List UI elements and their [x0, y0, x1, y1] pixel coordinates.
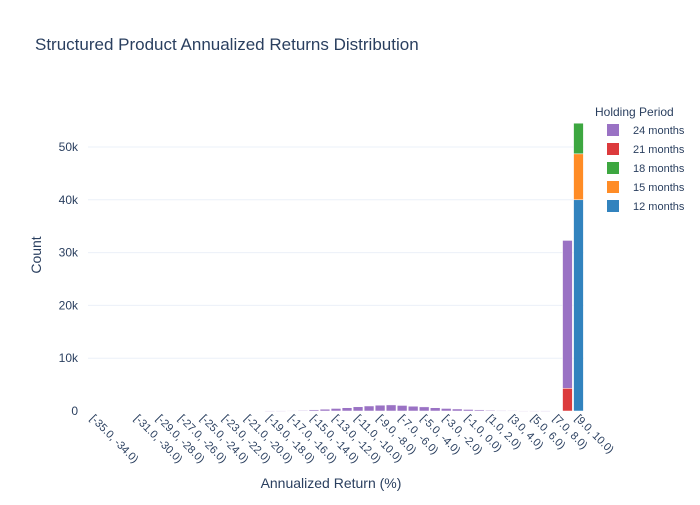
y-axis-title: Count	[28, 236, 44, 273]
bar-24-months-21	[319, 408, 331, 412]
bar-24-months-20	[308, 409, 320, 412]
bar-24-months-24	[352, 406, 364, 412]
bar-24-months-43	[562, 240, 573, 389]
bar-24-months-36	[485, 409, 496, 412]
legend-item-label: 21 months	[633, 144, 685, 156]
bar-24-months-22	[330, 408, 342, 412]
y-tick-label: 50k	[59, 140, 79, 154]
legend-swatch	[607, 200, 619, 212]
bar-24-months-30	[419, 406, 430, 412]
bar-24-months-26	[374, 404, 386, 412]
bar-24-months-19	[297, 410, 309, 412]
bar-21-months-43	[562, 388, 573, 412]
legend-item-label: 18 months	[633, 163, 685, 175]
bar-24-months-33	[452, 408, 463, 412]
bar-24-months-17	[275, 410, 287, 412]
bar-24-months-39	[518, 410, 529, 412]
bar-24-months-18	[286, 410, 298, 412]
y-tick-label: 10k	[59, 351, 79, 365]
legend-title: Holding Period	[595, 105, 674, 119]
bar-24-months-29	[407, 405, 419, 412]
bar-24-months-40	[529, 410, 540, 412]
y-tick-label: 30k	[59, 246, 79, 260]
bar-24-months-16	[264, 410, 276, 412]
y-tick-label: 0	[71, 404, 78, 418]
bar-18-months-44	[573, 122, 584, 155]
bar-24-months-34	[463, 409, 474, 412]
gridlines	[88, 146, 584, 412]
bars	[264, 122, 584, 412]
bar-24-months-32	[441, 408, 452, 412]
y-tick-label: 40k	[59, 193, 79, 207]
x-axis: [-35.0, -34.0)[-31.0, -30.0)[-29.0, -28.…	[87, 413, 615, 466]
bar-24-months-28	[396, 405, 408, 412]
bar-24-months-27	[385, 404, 397, 412]
legend-swatch	[607, 162, 619, 174]
bar-24-months-23	[341, 407, 353, 412]
y-tick-label: 20k	[59, 298, 79, 312]
bar-24-months-35	[474, 409, 485, 412]
bar-24-months-38	[507, 410, 518, 412]
legend: Holding Period 24 months 21 months 18 mont…	[595, 105, 685, 213]
bar-24-months-41	[540, 410, 551, 412]
legend-item-label: 12 months	[633, 201, 685, 213]
legend-item-label: 24 months	[633, 125, 685, 137]
y-axis: 0 10k 20k 30k 40k 50k	[59, 140, 79, 418]
x-axis-title: Annualized Return (%)	[261, 475, 402, 491]
bar-24-months-25	[363, 405, 375, 412]
bar-24-months-31	[430, 407, 441, 412]
legend-item-label: 15 months	[633, 182, 685, 194]
bar-15-months-44	[573, 153, 584, 201]
legend-swatch	[607, 181, 619, 193]
bar-12-months-44	[573, 199, 584, 412]
legend-swatch	[607, 143, 619, 155]
bar-24-months-37	[496, 410, 507, 412]
chart-title: Structured Product Annualized Returns Di…	[35, 35, 419, 54]
legend-swatch	[607, 124, 619, 136]
